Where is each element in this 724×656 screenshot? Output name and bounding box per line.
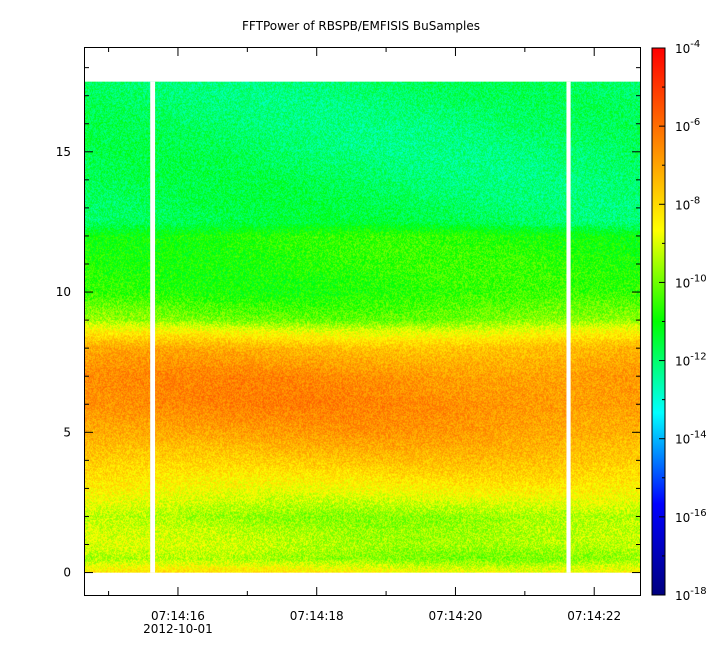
y-tick-label: 15: [56, 145, 71, 159]
colorbar-tick-label: 10-6: [675, 117, 700, 134]
colorbar-tick-label: 10-16: [675, 508, 707, 525]
colorbar-tick-label: 10-12: [675, 352, 707, 369]
x-tick-label: 07:14:20: [429, 609, 483, 623]
colorbar-tick-label: 10-8: [675, 195, 700, 212]
y-tick-label: 10: [56, 285, 71, 299]
x-tick-label: 07:14:16: [151, 609, 205, 623]
y-tick-label: 0: [63, 566, 71, 580]
colorbar-tick-label: 10-10: [675, 273, 707, 290]
spectrogram-image: [85, 81, 640, 573]
colorbar-tick-label: 10-4: [675, 39, 700, 56]
colorbar-tick-label: 10-18: [675, 586, 707, 603]
x-tick-label: 07:14:22: [567, 609, 621, 623]
y-axis: 0 5 10 15: [56, 67, 640, 580]
data-gap: [150, 81, 156, 573]
x-tick-label: 07:14:18: [290, 609, 344, 623]
data-gap: [566, 81, 571, 573]
colorbar-tick-label: 10-14: [675, 430, 707, 447]
y-tick-label: 5: [63, 425, 71, 439]
chart-title: FFTPower of RBSPB/EMFISIS BuSamples: [242, 19, 480, 33]
x-tick-date: 2012-10-01: [143, 622, 213, 636]
colorbar: 10-4 10-6 10-8 10-10 10-12 10-14 10-16 10-18: [651, 39, 707, 603]
